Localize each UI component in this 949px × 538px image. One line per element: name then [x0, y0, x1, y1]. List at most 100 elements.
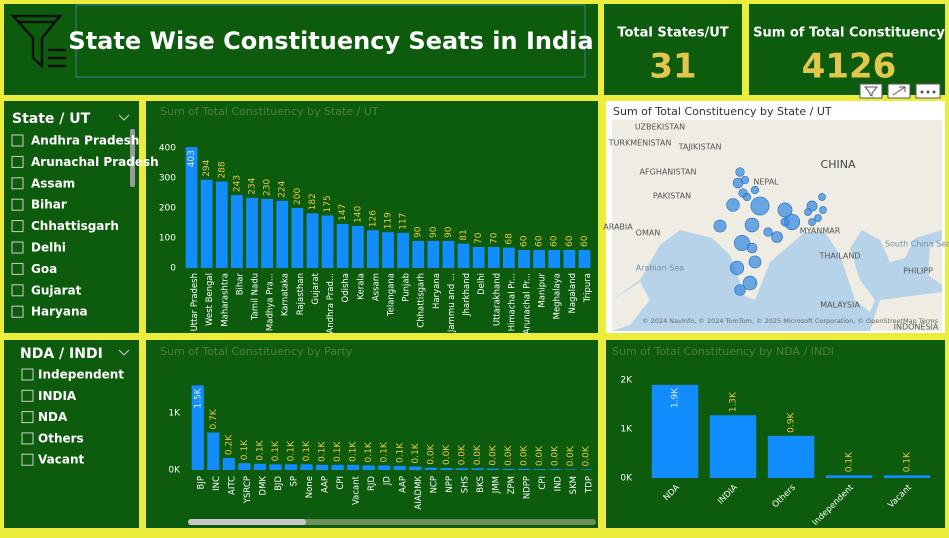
- map-bubble[interactable]: [734, 284, 746, 296]
- bar[interactable]: [393, 466, 406, 470]
- map-bubble[interactable]: [748, 255, 762, 269]
- bar[interactable]: [486, 468, 500, 470]
- map-bubble[interactable]: [804, 208, 812, 216]
- slicer-item[interactable]: Chhattisgarh: [31, 219, 119, 233]
- bar[interactable]: [825, 475, 873, 478]
- bar[interactable]: [321, 215, 334, 269]
- map-bubble[interactable]: [814, 214, 822, 222]
- slicer-item[interactable]: Bihar: [31, 198, 67, 212]
- bar[interactable]: [397, 232, 410, 268]
- bar[interactable]: [300, 464, 313, 470]
- bar[interactable]: [883, 475, 931, 478]
- checkbox[interactable]: [11, 262, 24, 275]
- map-bubble[interactable]: [746, 242, 758, 254]
- map-bubble[interactable]: [742, 192, 752, 202]
- checkbox[interactable]: [11, 155, 24, 168]
- bar[interactable]: [472, 247, 485, 268]
- bar[interactable]: [336, 223, 349, 268]
- bar[interactable]: [253, 463, 266, 470]
- bar[interactable]: [215, 181, 228, 268]
- slicer-item[interactable]: Arunachal Pradesh: [31, 155, 159, 169]
- bar[interactable]: [412, 241, 425, 268]
- scrollbar[interactable]: [130, 129, 135, 187]
- checkbox[interactable]: [11, 305, 24, 318]
- map-bubble[interactable]: [808, 218, 816, 226]
- bar[interactable]: [269, 464, 282, 470]
- bar[interactable]: [207, 432, 220, 470]
- bar[interactable]: [306, 213, 319, 268]
- bar[interactable]: [533, 250, 546, 268]
- slicer-item[interactable]: Goa: [31, 262, 57, 276]
- bar[interactable]: [427, 241, 440, 268]
- slicer-item[interactable]: INDIA: [38, 389, 77, 403]
- slicer-chevron[interactable]: [118, 349, 130, 356]
- bar[interactable]: [767, 435, 815, 478]
- map-bubble[interactable]: [713, 219, 727, 233]
- map-bubble[interactable]: [750, 196, 770, 216]
- bar[interactable]: [424, 467, 437, 470]
- visual-header-icons[interactable]: [859, 83, 941, 99]
- map-bubble[interactable]: [740, 175, 750, 185]
- bar[interactable]: [261, 199, 274, 268]
- checkbox[interactable]: [11, 241, 24, 254]
- bar[interactable]: [347, 464, 360, 470]
- bar[interactable]: [564, 469, 577, 470]
- map-bubble[interactable]: [729, 260, 745, 276]
- bar[interactable]: [549, 469, 562, 470]
- bar[interactable]: [238, 463, 251, 470]
- bar[interactable]: [222, 458, 235, 470]
- slicer-item[interactable]: Others: [38, 431, 84, 445]
- bar[interactable]: [502, 468, 515, 470]
- bar[interactable]: [230, 195, 243, 268]
- checkbox[interactable]: [21, 411, 34, 424]
- bar[interactable]: [331, 464, 344, 470]
- checkbox[interactable]: [11, 198, 24, 211]
- checkbox[interactable]: [11, 284, 24, 297]
- checkbox[interactable]: [11, 220, 24, 233]
- slicer-item[interactable]: NDA: [38, 410, 68, 424]
- bar[interactable]: [185, 147, 198, 268]
- bar[interactable]: [191, 385, 204, 470]
- bar[interactable]: [471, 468, 484, 470]
- bar[interactable]: [455, 468, 468, 470]
- bar[interactable]: [580, 469, 593, 470]
- map-bubble[interactable]: [750, 185, 760, 195]
- checkbox[interactable]: [21, 453, 34, 466]
- map-bubble[interactable]: [742, 275, 758, 291]
- bar[interactable]: [518, 250, 530, 268]
- bar[interactable]: [284, 464, 298, 470]
- bar[interactable]: [366, 230, 379, 268]
- bar[interactable]: [409, 466, 422, 470]
- map-bubble[interactable]: [777, 202, 793, 218]
- map-bubble[interactable]: [819, 206, 827, 214]
- bar[interactable]: [709, 415, 757, 478]
- map-bubble[interactable]: [818, 193, 826, 201]
- bar[interactable]: [502, 247, 515, 268]
- bar[interactable]: [382, 232, 394, 268]
- checkbox[interactable]: [21, 432, 34, 445]
- bar[interactable]: [291, 208, 304, 268]
- bar[interactable]: [578, 250, 591, 268]
- bar[interactable]: [362, 465, 375, 470]
- bar[interactable]: [487, 247, 500, 268]
- bar[interactable]: [548, 250, 561, 268]
- checkbox[interactable]: [11, 177, 24, 190]
- slicer-item[interactable]: Assam: [31, 176, 75, 190]
- map-bubble[interactable]: [744, 217, 760, 233]
- bar[interactable]: [351, 226, 364, 268]
- map-bubble[interactable]: [780, 217, 790, 227]
- bar[interactable]: [518, 468, 531, 470]
- bar[interactable]: [316, 464, 329, 470]
- bar[interactable]: [200, 179, 213, 268]
- map-bubble[interactable]: [763, 227, 773, 237]
- bar[interactable]: [442, 241, 455, 268]
- checkbox[interactable]: [11, 134, 24, 147]
- bar[interactable]: [533, 469, 546, 470]
- bar[interactable]: [651, 384, 699, 478]
- slicer-item[interactable]: Gujarat: [31, 283, 82, 297]
- bar[interactable]: [246, 197, 258, 268]
- checkbox[interactable]: [21, 389, 34, 402]
- map-bubble[interactable]: [735, 167, 745, 177]
- checkbox[interactable]: [21, 368, 34, 381]
- scrollbar-thumb[interactable]: [188, 519, 306, 525]
